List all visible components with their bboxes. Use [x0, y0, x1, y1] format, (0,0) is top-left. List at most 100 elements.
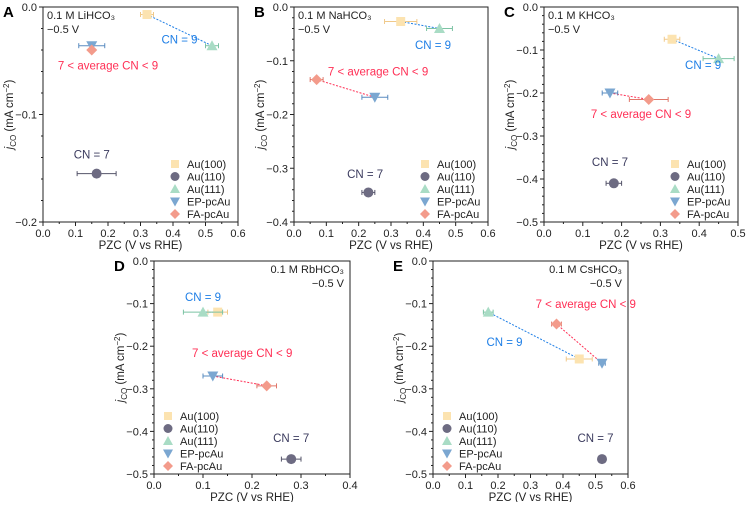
marker-triangle-up [482, 306, 494, 317]
marker-triangle-up [713, 53, 725, 64]
y-label-close: ) [4, 79, 16, 83]
legend-label: EP-pcAu [180, 449, 223, 461]
cn9-annotation: CN = 9 [415, 40, 451, 52]
x-tick-label: 0.1 [68, 228, 83, 240]
y-label-close: ) [255, 79, 267, 83]
marker-circle [442, 424, 452, 433]
legend-label: Au(111) [180, 436, 218, 448]
legend-label: Au(110) [180, 424, 218, 436]
y-label-symbol: j [394, 399, 406, 404]
legend-label: FA-pcAu [459, 461, 501, 473]
x-tick-label: 0.5 [198, 228, 213, 240]
legend-label: Au(110) [187, 172, 225, 184]
y-tick-label: −0.3 [126, 384, 148, 396]
marker-triangle-down [670, 197, 680, 207]
data-point-fa-pcau [86, 44, 98, 56]
data-point-fa-pcau [309, 74, 324, 86]
marker-triangle-up [163, 436, 173, 445]
x-tick-label: 0.2 [351, 228, 366, 240]
x-tick-label: 0.3 [653, 228, 668, 240]
x-tick-label: 0.0 [146, 480, 161, 492]
y-tick-label: −0.2 [266, 110, 288, 122]
y-tick-label: −0.1 [15, 110, 37, 122]
y-label-subscript: CO [399, 388, 408, 400]
potential-label: −0.5 V [47, 24, 80, 36]
x-tick-label: 0.0 [536, 228, 551, 240]
legend-label: Au(110) [459, 424, 497, 436]
x-tick-label: 0.2 [244, 480, 259, 492]
marker-triangle-down [596, 358, 608, 369]
data-point-ep-pcau [361, 92, 389, 103]
x-tick-label: 0.3 [133, 228, 148, 240]
marker-triangle-up [442, 436, 452, 445]
potential-label: −0.5 V [548, 24, 581, 36]
marker-triangle-down [604, 88, 616, 99]
marker-diamond [420, 209, 430, 219]
y-tick-label: −0.4 [126, 426, 148, 438]
cn7-annotation: CN = 7 [74, 150, 110, 162]
marker-diamond [643, 93, 655, 105]
cn9-annotation: CN = 9 [161, 35, 197, 47]
x-tick-label: 0.6 [480, 228, 495, 240]
x-axis-label: PZC (V vs RHE) [349, 240, 433, 252]
y-label-superscript: −2 [113, 336, 122, 346]
cn7-annotation: CN = 7 [273, 433, 309, 445]
y-tick-label: 0.0 [133, 256, 148, 268]
x-tick-label: 0.6 [620, 480, 635, 492]
data-point-fa-pcau [551, 318, 562, 330]
x-tick-label: 0.2 [490, 480, 505, 492]
x-tick-label: 0.0 [425, 480, 440, 492]
cn9-annotation: CN = 9 [685, 60, 721, 72]
data-point-au111 [182, 306, 224, 317]
y-tick-label: −0.5 [516, 217, 538, 229]
panel-e: 0.0 0.1 0.2 0.3 0.4 0.5 0.6 0.0 −0.1 −0.2 −0.3 −0.4… [392, 256, 636, 504]
electrolyte-label: 0.1 M LiHCO₃ [47, 10, 115, 22]
legend-label: FA-pcAu [180, 461, 222, 473]
marker-triangle-up [670, 184, 680, 193]
x-tick-label: 0.6 [230, 228, 245, 240]
legend-label: Au(110) [437, 172, 475, 184]
marker-square [396, 17, 406, 27]
y-label-subscript: CO [120, 388, 129, 400]
y-tick-label: 0.0 [523, 2, 538, 14]
y-label-unit: (mA cm [4, 93, 16, 135]
legend-label: Au(100) [187, 159, 226, 171]
electrolyte-label: 0.1 M RbHCO₃ [270, 264, 344, 276]
y-label-unit: (mA cm [505, 93, 517, 135]
data-point-au110 [605, 178, 623, 189]
data-point-au100 [140, 10, 154, 20]
legend-label: Au(111) [459, 436, 497, 448]
cn9-connector [400, 21, 440, 29]
legend-label: Au(100) [437, 159, 476, 171]
marker-circle [597, 454, 607, 465]
x-tick-label: 0.0 [286, 228, 301, 240]
cn-avg-annotation: 7 < average CN < 9 [192, 348, 292, 360]
data-point-au110 [76, 168, 117, 179]
cn-avg-connector [609, 92, 649, 100]
legend-label: EP-pcAu [187, 197, 230, 209]
marker-diamond [551, 318, 562, 330]
y-tick-label: −0.5 [126, 469, 148, 481]
marker-square [171, 160, 179, 168]
potential-label: −0.5 V [590, 278, 623, 290]
panel-letter: A [3, 4, 14, 21]
legend-label: Au(111) [437, 184, 475, 196]
y-label-superscript: −2 [2, 83, 11, 93]
data-point-ep-pcau [202, 371, 224, 382]
data-point-fa-pcau [628, 93, 669, 105]
marker-diamond [170, 209, 180, 219]
x-tick-label: 0.3 [383, 228, 398, 240]
cn-avg-annotation: 7 < average CN < 9 [591, 109, 691, 121]
cn9-connector [671, 38, 719, 60]
data-point-au100 [384, 17, 418, 27]
legend-label: Au(100) [459, 411, 498, 423]
y-label-subscript: CO [510, 135, 519, 147]
marker-triangle-up [170, 184, 180, 193]
y-tick-label: −0.4 [405, 426, 427, 438]
legend-label: Au(111) [187, 184, 225, 196]
